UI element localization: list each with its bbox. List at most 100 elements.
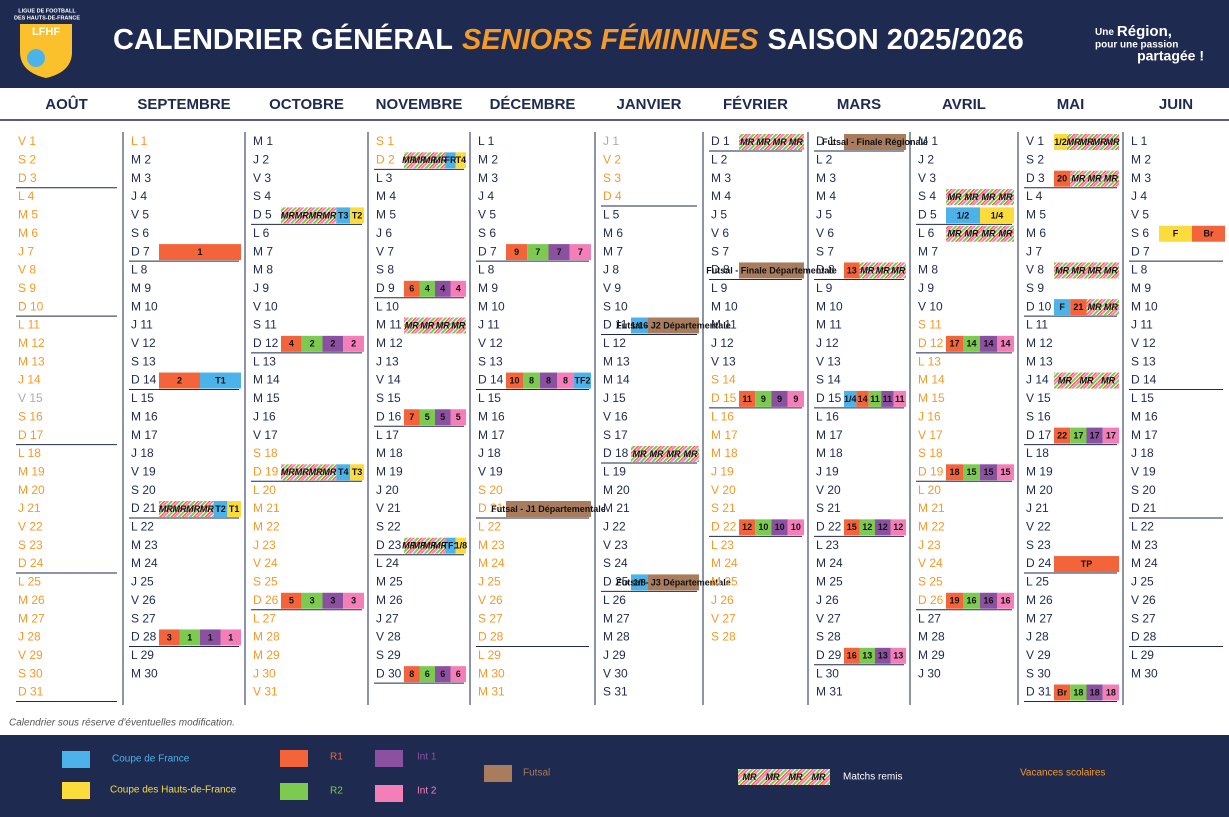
legend-swatch	[375, 785, 403, 802]
event-label: 5	[456, 412, 461, 422]
event-chip	[450, 280, 466, 297]
day-label: S 7	[816, 244, 834, 258]
event-chip	[1159, 225, 1192, 242]
event-chip	[1075, 372, 1098, 389]
event-chip	[875, 262, 891, 279]
event-chip	[419, 317, 435, 334]
event-chip	[997, 592, 1014, 609]
day-label: J 30	[253, 666, 276, 680]
event-label: MR	[1067, 137, 1081, 147]
event-chip	[414, 537, 425, 554]
legend-label: R1	[330, 752, 343, 763]
day-label: M 7	[603, 244, 623, 258]
event-chip	[281, 592, 302, 609]
day-label: J 14	[1026, 373, 1049, 387]
day-label: L 5	[603, 208, 620, 222]
day-label: M 9	[131, 281, 151, 295]
day-label: J 12	[711, 336, 734, 350]
event-chip	[1192, 225, 1225, 242]
event-label: 10	[775, 522, 785, 532]
event-chip	[1086, 427, 1103, 444]
event-chip	[1054, 684, 1071, 701]
day-label: M 31	[816, 685, 843, 699]
legend-swatch	[280, 750, 308, 767]
day-label: M 17	[131, 428, 158, 442]
day-label: M 20	[18, 483, 45, 497]
day-label: M 17	[1131, 428, 1158, 442]
day-label: M 11	[711, 318, 737, 332]
day-label: S 23	[18, 538, 43, 552]
day-label: L 9	[711, 281, 728, 295]
month-name: DÉCEMBRE	[490, 96, 576, 113]
day-label: S 14	[816, 373, 841, 387]
event-chip	[859, 262, 875, 279]
day-label: D 12	[253, 336, 279, 350]
event-label: 19	[949, 596, 959, 606]
event-label: 17	[1106, 430, 1116, 440]
day-label: L 13	[918, 354, 941, 368]
event-chip	[200, 372, 241, 389]
day-label: D 7	[1131, 244, 1150, 258]
day-label: M 3	[131, 171, 151, 185]
event-label: MR	[773, 137, 787, 147]
event-label: 1/16	[631, 320, 649, 330]
day-label: J 30	[918, 666, 941, 680]
event-label: MR	[159, 504, 173, 514]
day-label: D 15	[816, 391, 842, 405]
day-label: V 19	[478, 464, 503, 478]
day-label: J 14	[18, 373, 41, 387]
day-label: D 3	[1026, 171, 1045, 185]
day-label: S 4	[253, 189, 271, 203]
day-label: S 16	[18, 409, 43, 423]
logo-ball	[27, 49, 45, 67]
day-label: L 8	[1131, 263, 1148, 277]
title: CALENDRIER GÉNÉRAL SENIORS FÉMININES SAISO…	[113, 22, 1024, 56]
event-chip	[890, 647, 906, 664]
day-label: V 16	[603, 409, 628, 423]
event-chip	[322, 592, 344, 609]
day-label: S 18	[253, 446, 278, 460]
day-label: M 1	[253, 134, 273, 148]
event-chip	[946, 592, 963, 609]
day-label: V 20	[816, 483, 841, 497]
event-chip	[435, 409, 451, 426]
event-label: Futsal - Finale Départementale	[706, 265, 837, 275]
event-chip	[343, 335, 364, 352]
event-chip	[665, 445, 682, 462]
event-label: MR	[281, 210, 295, 220]
event-chip	[404, 317, 420, 334]
event-label: 2	[310, 339, 315, 349]
day-label: V 22	[18, 520, 43, 534]
event-chip	[1067, 134, 1080, 150]
event-label: 11	[870, 394, 880, 404]
day-label: D 24	[18, 556, 44, 570]
event-chip	[523, 372, 540, 389]
day-label: M 26	[1026, 593, 1053, 607]
event-chip	[294, 207, 309, 224]
day-label: L 1	[478, 134, 495, 148]
day-label: J 25	[478, 575, 501, 589]
event-label: MR	[186, 504, 200, 514]
day-label: V 24	[253, 556, 278, 570]
day-label: D 22	[816, 520, 842, 534]
event-label: MR	[965, 192, 979, 202]
day-label: J 26	[816, 593, 839, 607]
event-chip	[336, 207, 351, 224]
event-chip	[859, 647, 875, 664]
day-label: J 7	[1026, 244, 1042, 258]
day-label: L 16	[816, 409, 839, 423]
event-label: 2	[177, 375, 182, 385]
month-name: JUIN	[1159, 96, 1193, 113]
event-chip	[844, 262, 860, 279]
event-label: MR	[948, 229, 962, 239]
event-chip	[787, 390, 804, 407]
day-label: V 13	[816, 354, 841, 368]
event-label: MR	[322, 210, 336, 220]
title-highlight: SENIORS FÉMININES	[462, 23, 759, 56]
day-label: S 23	[1026, 538, 1051, 552]
event-chip	[445, 152, 456, 169]
event-label: 8	[409, 669, 414, 679]
day-label: V 23	[603, 538, 628, 552]
day-label: M 10	[1131, 299, 1158, 313]
event-chip	[220, 629, 241, 646]
